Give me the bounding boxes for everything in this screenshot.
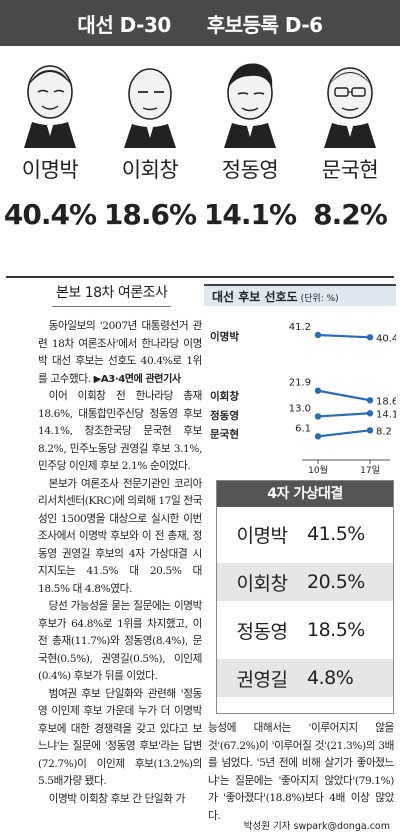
headline-banner: 대선 D-30 후보등록 D-6	[0, 0, 400, 46]
series-label: 정동영	[210, 409, 239, 422]
data-point	[366, 334, 374, 341]
chart-title-bar: 대선 후보 선호도 (단위: %)	[204, 284, 396, 306]
candidate-pct: 40.4%	[3, 198, 97, 231]
poll-row: 이명박 41.5%	[217, 515, 393, 553]
poll-value: 18.5%	[307, 619, 365, 641]
article-right-column: 능성에 대해서는 '이루어지지 않을 것'(67.2%)이 '이루어질 것'(2…	[208, 720, 394, 825]
data-label: 18.6	[376, 396, 396, 407]
series-label: 문국현	[210, 427, 239, 440]
article-paragraph: 범여권 후보 단일화와 관련해 '정동영 이인제 후보 가운데 누가 더 이명박…	[38, 687, 202, 788]
candidate-3: 정동영 14.1%	[200, 56, 300, 231]
data-point	[314, 387, 322, 394]
poll-row: 정동영 18.5%	[217, 611, 393, 649]
data-point	[366, 397, 374, 404]
chart-title: 대선 후보 선호도	[212, 290, 298, 304]
article-left-column: 동아일보의 '2007년 대통령선거 관련 18차 여론조사'에서 한나라당 이…	[38, 318, 202, 808]
poll-value: 4.8%	[307, 667, 354, 689]
candidate-2: 이회창 18.6%	[100, 56, 200, 231]
poll-row: 권영길 4.8%	[217, 659, 393, 697]
headline-dday: 대선 D-30	[77, 12, 171, 37]
data-label: 40.4	[376, 333, 396, 344]
article-paragraph: 능성에 대해서는 '이루어지지 않을 것'(67.2%)이 '이루어질 것'(2…	[208, 722, 394, 822]
article-paragraph: 이어 이회창 전 한나라당 총재 18.6%, 대통합민주신당 정동영 후보 1…	[38, 390, 202, 472]
series-label: 이명박	[210, 330, 239, 343]
candidate-1: 이명박 40.4%	[0, 56, 100, 231]
candidate-pct: 18.6%	[103, 198, 197, 231]
article-paragraph: 동아일보의 '2007년 대통령선거 관련 18차 여론조사'에서 한나라당 이…	[38, 318, 202, 388]
series-label: 이회창	[210, 390, 239, 403]
headline-registration: 후보등록 D-6	[206, 12, 323, 37]
poll-candidate: 이명박	[236, 524, 288, 547]
x-tick-label: 17일	[360, 465, 380, 474]
candidate-name: 문국현	[321, 158, 379, 182]
candidate-strip: 이명박 40.4% 이회창 18.6% 정동영 14.1%	[0, 46, 400, 276]
data-label: 13.0	[289, 403, 311, 414]
x-tick-label: 10월	[308, 464, 328, 474]
article-paragraph: 이명박 이회창 후보 간 단일화 가	[48, 792, 186, 805]
chart-unit: (단위: %)	[300, 294, 339, 304]
candidate-portrait	[324, 67, 376, 148]
article-paragraph: 당선 가능성을 묻는 질문에는 이명박 후보가 64.8%로 1위를 차지했고,…	[38, 600, 202, 682]
candidate-portrait	[24, 65, 76, 148]
candidate-name: 정동영	[221, 158, 279, 182]
hypothetical-race-box: 4자 가상대결 이명박 41.5% 이회창 20.5% 정동영 18.5% 권영…	[216, 480, 394, 714]
data-label: 41.2	[289, 322, 311, 333]
series-line	[317, 412, 371, 418]
poll-value: 20.5%	[307, 571, 365, 593]
article-paragraph-text: 동아일보의 '2007년 대통령선거 관련 18차 여론조사'에서 한나라당 이…	[38, 320, 202, 385]
data-point	[314, 413, 322, 420]
preference-line-chart: 10월 17일 이명박 41.2 40.4 이회창 21.9 18.6 정동영 13.0 14.1 문…	[204, 306, 396, 474]
data-label: 8.2	[376, 426, 392, 437]
data-point	[366, 427, 374, 434]
poll-title: 4자 가상대결	[217, 481, 393, 507]
poll-candidate: 정동영	[236, 620, 288, 643]
section-divider	[6, 276, 394, 278]
poll-candidate: 권영길	[236, 668, 288, 691]
series-line	[317, 333, 371, 339]
candidate-portrait	[224, 63, 276, 148]
candidate-4: 문국현 8.2%	[300, 56, 400, 231]
poll-candidate: 이회창	[236, 572, 288, 595]
candidate-name: 이회창	[121, 158, 179, 182]
candidate-pct: 14.1%	[203, 198, 297, 231]
byline: 박성원 기자 swpark@donga.com	[243, 821, 390, 832]
series-line	[317, 389, 371, 402]
data-label: 6.1	[295, 423, 311, 434]
data-point	[314, 331, 322, 339]
series-line	[317, 429, 371, 438]
candidate-name: 이명박	[21, 158, 79, 182]
poll-value: 41.5%	[307, 523, 365, 545]
data-point	[366, 410, 374, 417]
candidate-portrait	[124, 68, 176, 148]
candidate-pct: 8.2%	[313, 198, 388, 231]
related-article-ref[interactable]: ▶A3·4면에 관련기사	[93, 373, 181, 385]
data-label: 14.1	[376, 409, 396, 420]
article-paragraph: 본보가 여론조사 전문기관인 코리아리서치센터(KRC)에 의뢰해 17일 전국…	[38, 477, 202, 595]
chart-background	[204, 306, 396, 474]
poll-row: 이회창 20.5%	[217, 563, 393, 601]
article-kicker: 본보 18차 여론조사	[51, 282, 172, 307]
data-label: 21.9	[289, 378, 311, 389]
data-point	[314, 433, 322, 440]
